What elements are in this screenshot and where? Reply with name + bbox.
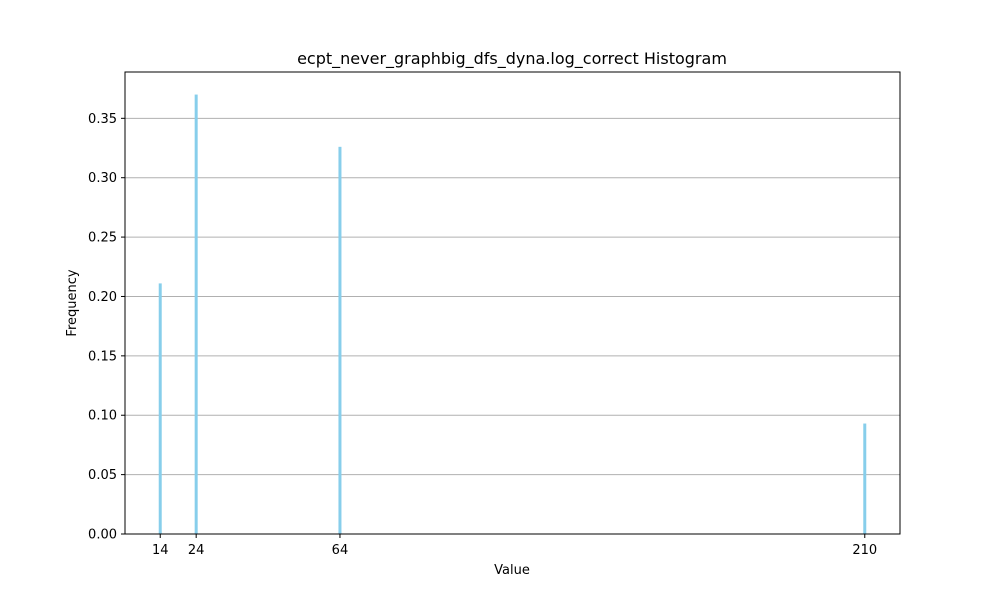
y-tick-label: 0.00 <box>88 528 117 543</box>
x-tick-label: 14 <box>152 543 169 558</box>
grid-lines <box>125 117 900 476</box>
histogram-bar <box>194 94 198 534</box>
x-tick-label: 24 <box>188 543 205 558</box>
plot-background <box>125 72 900 534</box>
plot-frame <box>124 71 901 535</box>
y-tick-label: 0.25 <box>88 231 117 246</box>
x-axis-ticks: 14 24 64 210 <box>152 534 877 558</box>
x-axis-label: Value <box>494 563 530 578</box>
y-axis-label: Frequency <box>65 269 80 336</box>
histogram-bar <box>338 146 342 534</box>
x-tick-label: 64 <box>332 543 349 558</box>
y-tick-label: 0.15 <box>88 349 117 364</box>
histogram-bar <box>863 423 867 534</box>
y-tick-label: 0.20 <box>88 290 117 305</box>
y-axis-ticks: 0.00 0.05 0.10 0.15 0.20 0.25 0.30 0.35 <box>88 112 125 543</box>
bars <box>158 94 867 534</box>
y-tick-label: 0.30 <box>88 171 117 186</box>
y-tick-label: 0.05 <box>88 468 117 483</box>
y-tick-label: 0.10 <box>88 409 117 424</box>
histogram-bar <box>158 283 162 534</box>
chart-title: ecpt_never_graphbig_dfs_dyna.log_correct… <box>297 49 727 69</box>
y-tick-label: 0.35 <box>88 112 117 127</box>
x-tick-label: 210 <box>852 543 877 558</box>
